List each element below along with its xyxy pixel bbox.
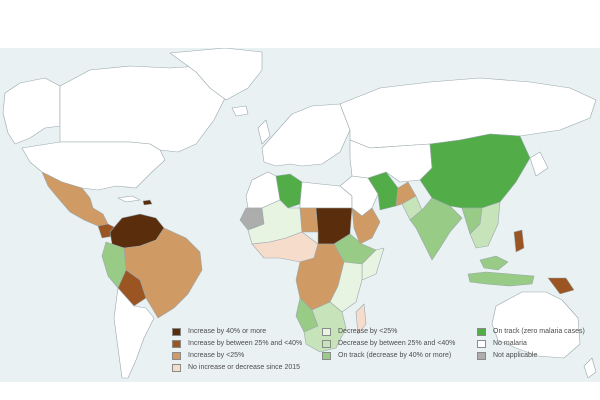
map-legend: Increase by 40% or more Increase by betwe… — [172, 326, 592, 374]
legend-label: Increase by <25% — [188, 352, 245, 359]
legend-swatch — [172, 339, 181, 348]
legend-swatch — [172, 351, 181, 360]
region-philippines — [513, 229, 525, 253]
legend-item: Increase by 40% or more — [172, 326, 266, 337]
region-somalia — [361, 247, 385, 281]
region-china — [419, 133, 531, 209]
legend-label: On track (zero malaria cases) — [493, 328, 585, 335]
legend-swatch — [477, 327, 486, 336]
region-uk — [257, 119, 271, 145]
region-cuba — [117, 195, 141, 203]
region-indonesia — [467, 271, 535, 287]
legend-label: No increase or decrease since 2015 — [188, 364, 301, 371]
region-australia — [491, 291, 581, 359]
legend-item: Increase by between 25% and <40% — [172, 338, 302, 349]
legend-swatch — [322, 327, 331, 336]
legend-swatch — [322, 339, 331, 348]
region-malaysia — [479, 255, 509, 271]
legend-label: Decrease by <25% — [338, 328, 398, 335]
region-hispaniola — [142, 199, 153, 206]
world-map — [0, 48, 600, 382]
region-korea-japan — [529, 151, 549, 177]
legend-item: No malaria — [477, 338, 527, 349]
legend-swatch — [322, 351, 331, 360]
region-greenland — [169, 48, 263, 101]
region-russia — [339, 77, 597, 149]
legend-item: Decrease by <25% — [322, 326, 397, 337]
region-alaska — [2, 77, 61, 145]
region-iceland — [231, 105, 249, 117]
region-europe — [261, 103, 351, 167]
legend-item: On track (decrease by 40% or more) — [322, 350, 451, 361]
region-madagascar — [355, 303, 367, 335]
region-chad — [299, 207, 319, 233]
legend-label: Decrease by between 25% and <40% — [338, 340, 456, 347]
legend-item: No increase or decrease since 2015 — [172, 362, 300, 373]
region-saudi-yemen — [351, 207, 381, 245]
legend-swatch — [477, 339, 486, 348]
region-india — [409, 197, 463, 261]
region-argentina-chile — [113, 287, 155, 379]
region-papua-new-guinea — [547, 277, 575, 295]
legend-label: No malaria — [493, 340, 527, 347]
world-map-svg — [2, 48, 597, 379]
legend-item: Decrease by between 25% and <40% — [322, 338, 455, 349]
legend-swatch — [172, 363, 181, 372]
legend-item: On track (zero malaria cases) — [477, 326, 585, 337]
region-canada — [59, 65, 227, 153]
legend-label: Increase by 40% or more — [188, 328, 267, 335]
legend-swatch — [172, 327, 181, 336]
legend-item: Not applicable — [477, 350, 537, 361]
region-indochina — [469, 201, 501, 249]
legend-label: On track (decrease by 40% or more) — [338, 352, 452, 359]
region-central-asia — [349, 139, 433, 183]
region-southern-africa — [303, 301, 347, 353]
legend-label: Not applicable — [493, 352, 538, 359]
legend-item: Increase by <25% — [172, 350, 244, 361]
region-new-zealand — [583, 357, 597, 379]
region-usa — [21, 141, 166, 191]
legend-swatch — [477, 351, 486, 360]
legend-label: Increase by between 25% and <40% — [188, 340, 303, 347]
